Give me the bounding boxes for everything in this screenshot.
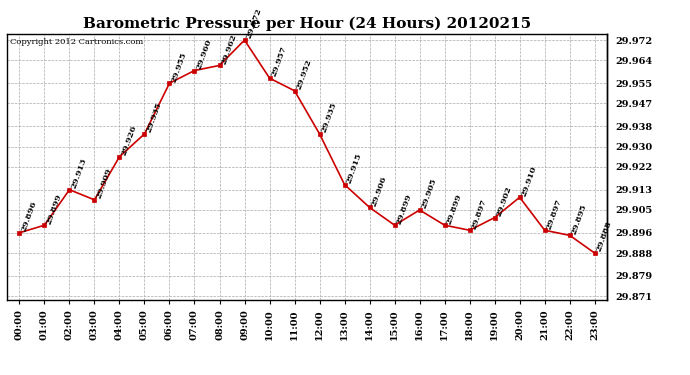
Text: 29.915: 29.915 (344, 152, 363, 184)
Text: 29.888: 29.888 (595, 220, 613, 253)
Text: Copyright 2012 Cartronics.com: Copyright 2012 Cartronics.com (10, 38, 143, 46)
Text: 29.955: 29.955 (170, 51, 188, 83)
Text: 29.962: 29.962 (219, 33, 238, 66)
Text: 29.935: 29.935 (144, 101, 163, 134)
Text: 29.960: 29.960 (195, 38, 213, 70)
Text: 29.896: 29.896 (19, 200, 38, 233)
Text: 29.899: 29.899 (444, 192, 463, 225)
Title: Barometric Pressure per Hour (24 Hours) 20120215: Barometric Pressure per Hour (24 Hours) … (83, 17, 531, 31)
Text: 29.902: 29.902 (495, 185, 513, 218)
Text: 29.899: 29.899 (395, 192, 413, 225)
Text: 29.926: 29.926 (119, 124, 138, 157)
Text: 29.957: 29.957 (270, 45, 288, 78)
Text: 29.952: 29.952 (295, 58, 313, 91)
Text: 29.906: 29.906 (370, 175, 388, 207)
Text: 29.895: 29.895 (570, 202, 588, 236)
Text: 29.909: 29.909 (95, 167, 113, 200)
Text: 29.972: 29.972 (244, 7, 263, 40)
Text: 29.935: 29.935 (319, 101, 338, 134)
Text: 29.913: 29.913 (70, 157, 88, 190)
Text: 29.910: 29.910 (520, 165, 538, 197)
Text: 29.899: 29.899 (44, 192, 63, 225)
Text: 29.897: 29.897 (470, 197, 488, 230)
Text: 29.897: 29.897 (544, 197, 563, 230)
Text: 29.905: 29.905 (420, 177, 438, 210)
